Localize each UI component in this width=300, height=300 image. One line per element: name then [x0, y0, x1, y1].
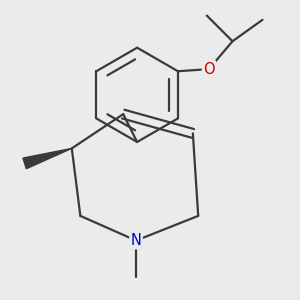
Polygon shape [23, 148, 72, 169]
Text: O: O [203, 61, 215, 76]
Text: N: N [130, 233, 142, 248]
